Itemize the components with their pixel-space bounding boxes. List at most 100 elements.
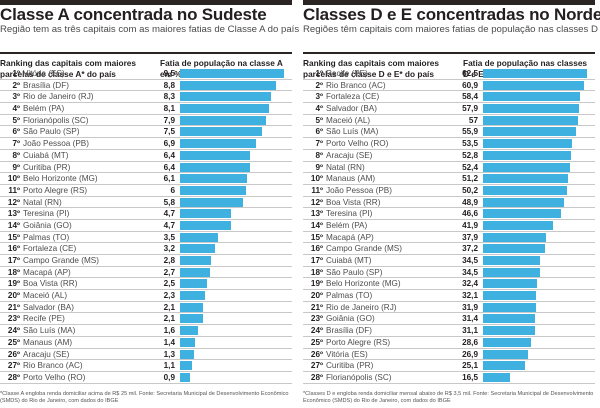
value-label: 51,2: [462, 174, 478, 184]
table-row: 27º Curitiba (PR) 25,1: [303, 360, 595, 372]
city-label: Palmas (TO): [23, 232, 70, 242]
value-label: 3,2: [163, 244, 175, 254]
rank-label: 27º: [310, 361, 323, 371]
table-row: 27º Rio Branco (AC) 1,1: [0, 360, 292, 372]
city-label: Rio de Janeiro (RJ): [326, 302, 397, 312]
bar: [483, 302, 537, 312]
rank-label: 8º: [12, 150, 20, 160]
bar: [483, 174, 569, 184]
rank-label: 27º: [7, 361, 20, 371]
rank-label: 9º: [315, 162, 323, 172]
bar: [180, 104, 269, 114]
value-label: 2,8: [163, 256, 175, 265]
city-label: Porto Alegre (RS): [326, 337, 391, 347]
city-label: São Luís (MA): [23, 326, 76, 336]
bar: [483, 326, 535, 336]
bar: [483, 372, 511, 382]
value-label: 6,4: [163, 162, 175, 172]
footnote: *Classe A engloba renda domiciliar acima…: [0, 391, 289, 404]
value-label: 6,1: [163, 174, 175, 184]
bar: [180, 244, 216, 254]
city-label: Macapá (AP): [326, 232, 374, 242]
value-label: 32,4: [462, 279, 478, 289]
value-label: 4,7: [163, 220, 175, 230]
city-label: João Pessoa (PB): [23, 139, 89, 149]
bar: [483, 150, 571, 160]
table-row: 20º Maceió (AL) 2,3: [0, 290, 292, 302]
table-row: 8º Cuiabá (MT) 6,4: [0, 150, 292, 162]
city-label: Belo Horizonte (MG): [23, 174, 98, 184]
table-row: 24º São Luís (MA) 1,6: [0, 325, 292, 337]
value-label: 6: [170, 185, 175, 195]
value-label: 9,5: [163, 69, 175, 78]
bar: [180, 162, 251, 172]
table-row: 5º Maceió (AL) 57: [303, 115, 595, 127]
city-label: Recife (PE): [23, 314, 65, 324]
panel-classe-a: Classe A concentrada no Sudeste Região t…: [0, 0, 300, 408]
table-row: 4º Belém (PA) 8,1: [0, 103, 292, 115]
bar: [180, 361, 193, 371]
rank-label: 2º: [315, 80, 323, 90]
table-row: 16º Campo Grande (MS) 37,2: [303, 243, 595, 255]
bar: [180, 232, 219, 242]
value-label: 28,6: [462, 337, 478, 347]
bar: [180, 349, 195, 359]
value-label: 50,2: [462, 185, 478, 195]
table-row: 24º Brasília (DF) 31,1: [303, 325, 595, 337]
bar: [483, 361, 525, 371]
city-label: São Luís (MA): [326, 127, 379, 137]
rank-label: 10º: [310, 174, 323, 184]
bar: [180, 174, 247, 184]
city-label: Fortaleza (CE): [23, 244, 77, 254]
rank-label: 5º: [12, 115, 20, 125]
table-row: 3º Fortaleza (CE) 58,4: [303, 91, 595, 104]
value-label: 31,1: [462, 326, 478, 336]
city-label: Cuiabá (MT): [23, 150, 69, 160]
city-label: Porto Velho (RO): [326, 139, 389, 149]
bar: [180, 209, 232, 219]
bar: [180, 115, 267, 125]
value-label: 6,4: [163, 150, 175, 160]
bar: [180, 127, 263, 137]
bar: [483, 244, 545, 254]
city-label: Goiânia (GO): [23, 220, 72, 230]
rank-label: 13º: [7, 209, 20, 219]
value-label: 34,5: [462, 256, 478, 265]
bar: [483, 197, 565, 207]
rank-label: 7º: [12, 139, 20, 149]
table-row: 26º Aracaju (SE) 1,3: [0, 349, 292, 361]
table-row: 17º Cuiabá (MT) 34,5: [303, 255, 595, 267]
city-label: Manaus (AM): [326, 174, 376, 184]
rank-label: 16º: [310, 244, 323, 254]
table-row: 9º Natal (RN) 52,4: [303, 162, 595, 174]
bar: [180, 185, 246, 195]
rank-label: 9º: [12, 162, 20, 172]
footnote: *Classes D e engloba renda domiciliar me…: [303, 391, 594, 404]
value-label: 26,9: [462, 349, 478, 359]
table-row: 10º Manaus (AM) 51,2: [303, 173, 595, 185]
bar: [180, 150, 251, 160]
rank-label: 16º: [7, 244, 20, 254]
chart-subtitle: Região tem as três capitais com as maior…: [0, 24, 300, 35]
value-label: 3,5: [163, 232, 175, 242]
table-row: 1º Recife (PE) 62,5: [303, 68, 595, 80]
table-row: 2º Brasília (DF) 8,8: [0, 80, 292, 92]
value-label: 31,4: [462, 314, 478, 324]
rank-label: 3º: [12, 92, 20, 102]
city-label: Vitória (ES): [23, 69, 65, 78]
city-label: Brasília (DF): [23, 80, 69, 90]
city-label: Teresina (PI): [23, 209, 70, 219]
table-row: 23º Goiânia (GO) 31,4: [303, 313, 595, 326]
value-label: 2,3: [163, 291, 175, 301]
chart-title: Classes D e E concentradas no Nordeste: [303, 5, 600, 24]
city-label: Porto Velho (RO): [23, 372, 86, 382]
value-label: 6,9: [163, 139, 175, 149]
value-label: 60,9: [462, 80, 478, 90]
table-row: 7º João Pessoa (PB) 6,9: [0, 138, 292, 150]
bar: [180, 302, 203, 312]
city-label: Rio de Janeiro (RJ): [23, 92, 94, 102]
value-label: 1,6: [163, 326, 175, 336]
rank-label: 12º: [310, 197, 323, 207]
city-label: Aracaju (SE): [326, 150, 373, 160]
rank-label: 25º: [310, 337, 323, 347]
